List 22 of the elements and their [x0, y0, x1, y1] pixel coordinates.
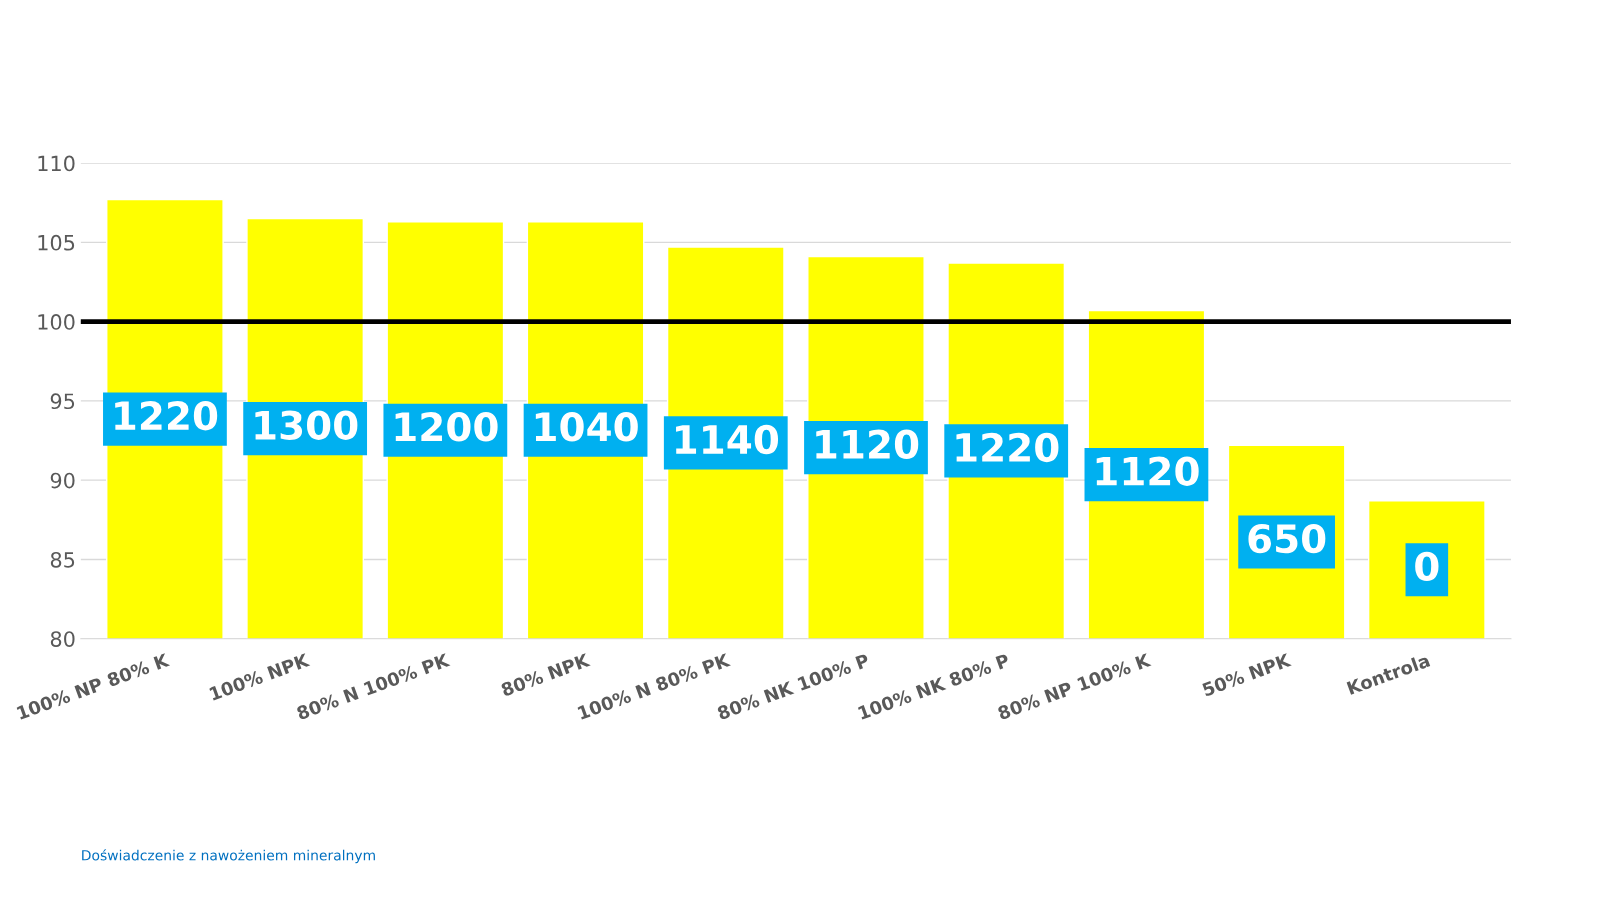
y-tick-label: 95: [50, 393, 75, 410]
x-tick-label: 100% NP 80% K: [16, 652, 171, 720]
annotation: 1120: [1096, 456, 1199, 486]
annotation: 1300: [255, 410, 358, 440]
y-tick-label: 80: [50, 631, 75, 647]
x-tick-label: 50% NPK: [1201, 652, 1292, 697]
annotation: 0: [1415, 551, 1439, 582]
annotation: 1220: [115, 401, 218, 431]
annotation: 1200: [395, 412, 498, 442]
y-tick-label: 90: [50, 472, 75, 489]
y-tick-label: 100: [38, 314, 75, 330]
annotation: 1220: [956, 432, 1059, 463]
text: Doświadczenie z nawożeniem mineralnym: [82, 849, 375, 864]
annotation: 1140: [676, 424, 779, 455]
y-tick-label: 105: [38, 234, 75, 251]
y-tick-label: 110: [38, 155, 75, 172]
x-tick-label: 100% NPK: [209, 652, 311, 701]
y-tick-label: 85: [50, 551, 75, 568]
annotation: 1120: [816, 429, 919, 459]
x-tick-label: 80% NPK: [500, 652, 591, 697]
annotation: 650: [1248, 523, 1326, 554]
annotation: 1040: [535, 412, 638, 442]
